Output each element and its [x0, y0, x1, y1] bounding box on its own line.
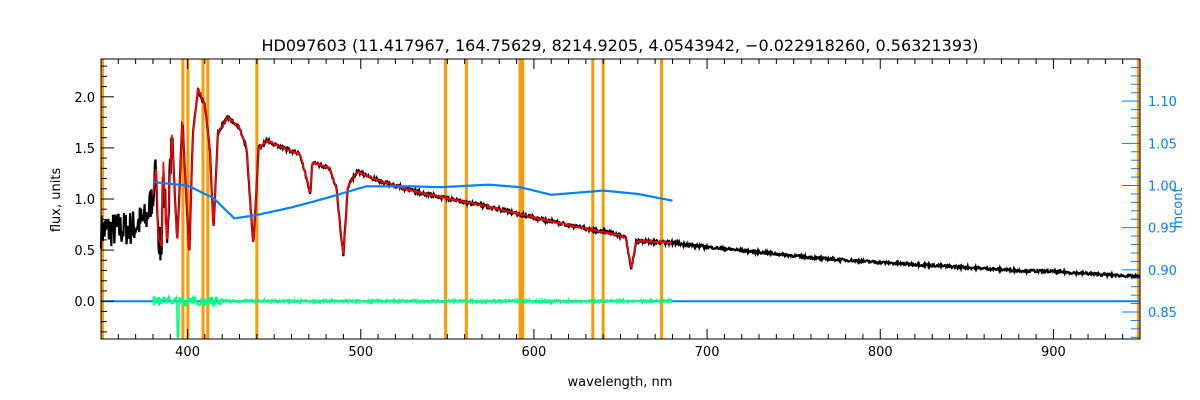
y-tick-label: 1.5	[74, 142, 95, 157]
x-tick-label: 600	[522, 345, 547, 360]
y2-tick-label: 1.00	[1148, 180, 1177, 195]
y-tick-label: 1.0	[74, 193, 95, 208]
x-tick-label: 400	[175, 345, 200, 360]
mask-lines	[101, 59, 1140, 339]
y-axis-label: flux, units	[49, 168, 64, 233]
x-tick-label: 800	[868, 345, 893, 360]
x-tick-label: 500	[348, 345, 373, 360]
y-tick-label: 0.5	[74, 244, 95, 259]
y2-tick-label: 1.05	[1148, 137, 1177, 152]
y2-tick-label: 1.10	[1148, 95, 1177, 110]
x-axis-label: wavelength, nm	[568, 375, 673, 390]
chart-title: HD097603 (11.417967, 164.75629, 8214.920…	[262, 36, 979, 55]
y2-tick-label: 0.85	[1148, 306, 1177, 321]
mcont-line	[152, 181, 673, 220]
y2-tick-label: 0.95	[1148, 222, 1177, 237]
y2-tick-label: 0.90	[1148, 264, 1177, 279]
residual-line	[152, 294, 673, 338]
model-flux-line	[152, 86, 673, 269]
x-tick-label: 700	[695, 345, 720, 360]
x-tick-label: 900	[1041, 345, 1066, 360]
plot-frame	[100, 58, 1141, 340]
series-group	[99, 86, 1141, 338]
y-tick-label: 2.0	[74, 91, 95, 106]
axes: 400 500 600 700 800 900 0.0 0.5 1.0 1.5 2.0 0.85 0.9…	[74, 58, 1177, 360]
y2-axis-label: mcont	[1171, 187, 1186, 228]
y-tick-label: 0.0	[74, 295, 95, 310]
